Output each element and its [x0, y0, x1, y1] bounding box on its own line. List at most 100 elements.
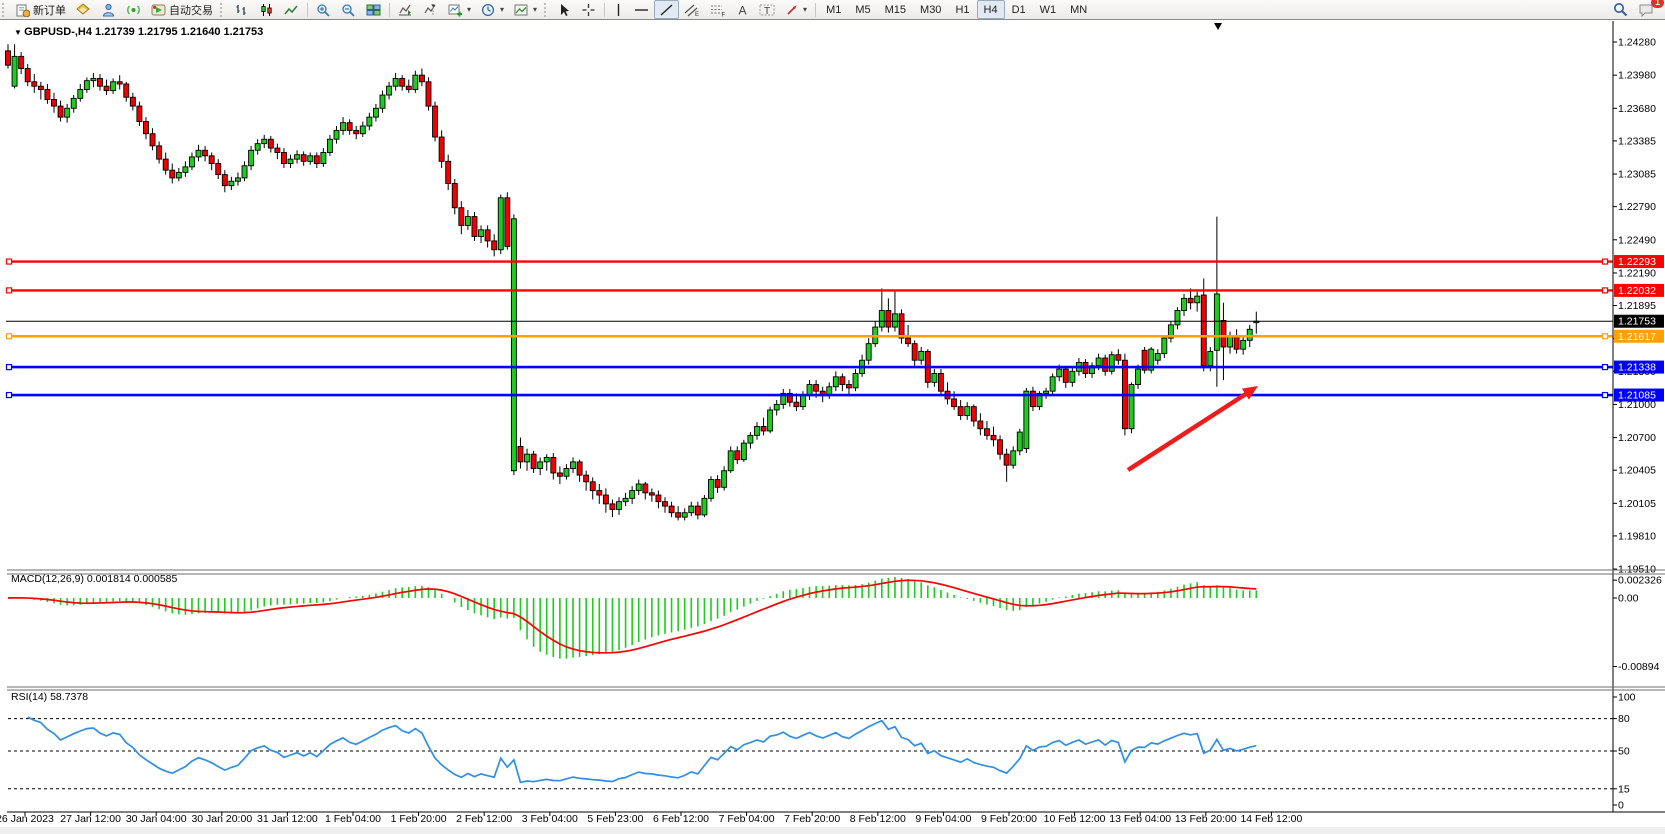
timeframe-h1-button[interactable]: H1: [955, 3, 970, 16]
line-anchor[interactable]: [5, 287, 13, 294]
line-chart-button[interactable]: [279, 0, 304, 19]
timeframe-w1-button[interactable]: W1: [1039, 3, 1057, 16]
template-image-icon: [514, 4, 528, 15]
time-tick-label: 7 Feb 04:00: [719, 813, 775, 825]
new-order-button[interactable]: 新订单: [11, 0, 71, 19]
svg-text:1.21338: 1.21338: [1618, 362, 1656, 374]
price-line-label: 1.22032: [1614, 283, 1664, 297]
svg-text:1.22032: 1.22032: [1618, 285, 1656, 297]
text-label-tool-button[interactable]: T: [754, 0, 780, 19]
line-chart-icon: [284, 5, 298, 14]
templates-button[interactable]: ▾: [509, 0, 542, 19]
price-tick-label: 1.21895: [1618, 300, 1656, 312]
timeframe-m5-button[interactable]: M5: [855, 3, 871, 16]
price-tick-label: 1.20105: [1618, 498, 1656, 510]
price-axis: 1.24280 1.23980 1.23680 1.23385 1.23085 1.227…: [1612, 21, 1664, 812]
autotrading-button[interactable]: 自动交易: [146, 0, 218, 19]
horizontal-level-lines[interactable]: [5, 258, 1613, 399]
trendline-tool-button[interactable]: [654, 0, 680, 19]
cursor-tool-button[interactable]: [553, 0, 576, 19]
timeframe-m15-button[interactable]: M15: [884, 3, 907, 16]
auto-scroll-button[interactable]: [393, 0, 418, 19]
price-tick-label: 1.20700: [1618, 432, 1656, 444]
tile-windows-button[interactable]: [361, 0, 386, 19]
line-anchor[interactable]: [5, 391, 13, 399]
vertical-line-icon: [617, 3, 620, 16]
search-button[interactable]: [1608, 0, 1633, 19]
vertical-line-tool-button[interactable]: [608, 0, 629, 19]
time-tick-label: 30 Jan 20:00: [191, 813, 252, 825]
macd-pane[interactable]: [7, 577, 1258, 659]
chart-shift-marker[interactable]: [1214, 23, 1222, 30]
line-anchor[interactable]: [5, 333, 13, 340]
timeframe-m30-button[interactable]: M30: [920, 3, 942, 16]
rsi-tick-label: 80: [1618, 713, 1630, 725]
timeframe-m1-button[interactable]: M1: [826, 3, 842, 16]
window-bottom-frame: [0, 827, 1665, 834]
time-tick-label: 30 Jan 04:00: [126, 813, 187, 825]
timeframe-h4-button[interactable]: H4: [976, 0, 1005, 19]
price-tick-label: 1.20405: [1618, 465, 1656, 477]
price-tick-label: 1.23385: [1618, 135, 1656, 147]
svg-text:E: E: [695, 12, 699, 17]
horizontal-line-tool-button[interactable]: [629, 0, 654, 19]
macd-tick-label: -0.00894: [1618, 661, 1660, 673]
time-tick-label: 8 Feb 12:00: [850, 813, 906, 825]
price-line-label: 1.22293: [1614, 255, 1664, 269]
toolbar-grip: [220, 2, 227, 17]
channel-icon: E: [684, 4, 699, 17]
bar-chart-button[interactable]: [229, 0, 254, 19]
crosshair-icon: [582, 3, 595, 16]
arrow-objects-icon: [787, 5, 797, 15]
rsi-tick-label: 15: [1618, 783, 1630, 795]
line-anchor[interactable]: [1601, 258, 1609, 265]
arrow-annotation[interactable]: [1126, 386, 1258, 472]
notifications-button[interactable]: 1: [1633, 0, 1664, 19]
line-anchor[interactable]: [5, 258, 13, 265]
new-order-icon: [16, 4, 30, 17]
chart-title: ▼ GBPUSD-,H4 1.21739 1.21795 1.21640 1.2…: [14, 26, 264, 38]
time-tick-label: 31 Jan 12:00: [257, 813, 318, 825]
line-anchor[interactable]: [1601, 391, 1609, 399]
signals-button[interactable]: [121, 0, 146, 19]
timeframe-bar: M1 M5 M15 M30 H1 H4 D1 W1 MN: [819, 0, 1094, 19]
line-anchor[interactable]: [1601, 287, 1609, 294]
zoom-out-button[interactable]: [336, 0, 361, 19]
fibonacci-tool-button[interactable]: F: [705, 0, 731, 19]
chart-background: [0, 20, 1665, 828]
candlestick-chart-button[interactable]: [254, 0, 279, 19]
line-anchor[interactable]: [5, 363, 13, 371]
time-tick-label: 3 Feb 04:00: [522, 813, 578, 825]
timeframe-d1-button[interactable]: D1: [1011, 3, 1026, 16]
time-tick-label: 1 Feb 20:00: [391, 813, 447, 825]
rsi-indicator-label: RSI(14) 58.7378: [11, 691, 89, 703]
chart-shift-button[interactable]: [418, 0, 443, 19]
chart-shift-icon: [424, 3, 436, 16]
time-tick-label: 10 Feb 12:00: [1044, 813, 1106, 825]
time-tick-label: 7 Feb 20:00: [784, 813, 840, 825]
periods-button[interactable]: ▾: [476, 0, 509, 19]
add-indicator-button[interactable]: ▾: [443, 0, 476, 19]
price-tick-label: 1.22490: [1618, 234, 1656, 246]
chart-title-collapse-icon[interactable]: ▼: [14, 28, 25, 37]
price-tick-label: 1.23680: [1618, 103, 1656, 115]
time-tick-label: 26 Jan 2023: [0, 813, 54, 825]
text-tool-button[interactable]: A: [731, 0, 754, 19]
community-button[interactable]: [96, 0, 121, 19]
equidistant-channel-tool-button[interactable]: E: [679, 0, 705, 19]
search-icon: [1614, 3, 1628, 17]
signal-icon: [127, 4, 140, 15]
line-anchor[interactable]: [1601, 333, 1609, 340]
line-anchor[interactable]: [1601, 363, 1609, 371]
charts-button[interactable]: [71, 0, 96, 19]
text-label-icon: T: [759, 4, 775, 17]
gold-book-icon: [76, 2, 90, 15]
candlestick-series[interactable]: [5, 44, 1260, 521]
timeframe-mn-button[interactable]: MN: [1070, 3, 1088, 16]
zoom-in-button[interactable]: [311, 0, 336, 19]
crosshair-tool-button[interactable]: [576, 0, 601, 19]
rsi-tick-label: 0: [1618, 800, 1624, 812]
arrows-tool-button[interactable]: ▾: [780, 0, 812, 19]
